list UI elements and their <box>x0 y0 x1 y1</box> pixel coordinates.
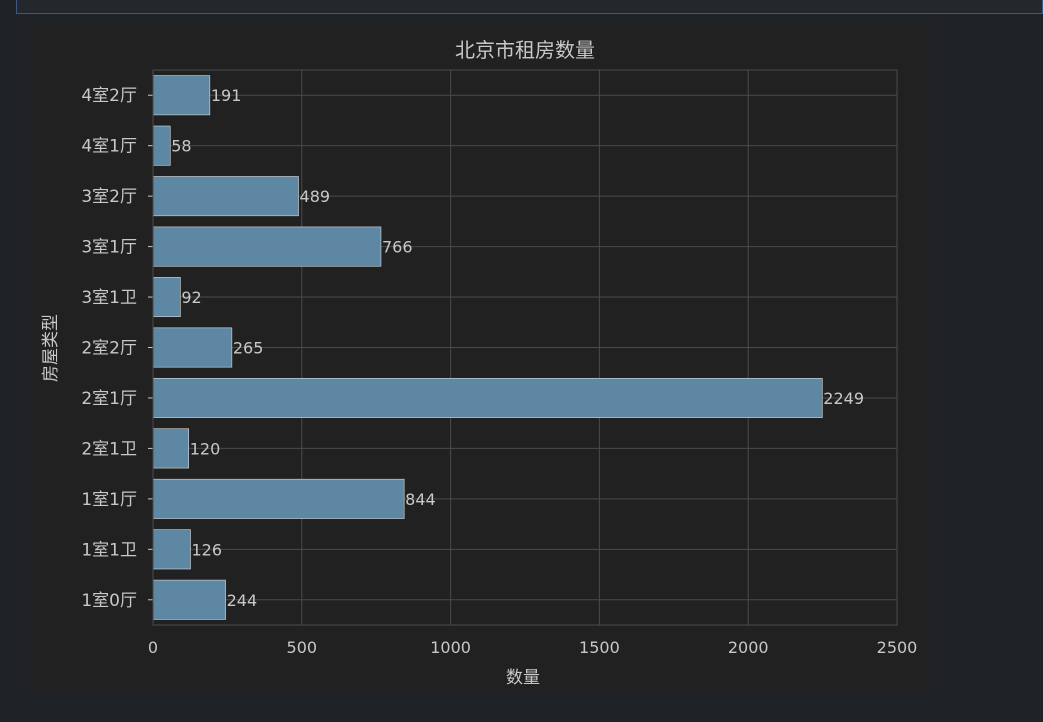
bar <box>152 176 299 217</box>
bar-value-label: 92 <box>181 288 201 307</box>
y-tick-label: 4室1厅 <box>81 137 137 157</box>
bar-labels: 244 126 844 120 2249 265 92 766 489 58 191 <box>171 86 864 610</box>
bar-chart: 244 126 844 120 2249 265 92 766 489 58 191 1室0厅 1室1… <box>41 38 917 688</box>
y-tick-label: 1室0厅 <box>81 591 137 611</box>
bar-value-label: 244 <box>227 591 258 610</box>
bar <box>152 226 382 267</box>
y-tick-labels: 1室0厅 1室1卫 1室1厅 2室1卫 2室1厅 2室2厅 3室1卫 3室1厅 3室2厅 4室1厅… <box>81 86 137 611</box>
bar-value-label: 265 <box>233 339 264 358</box>
bar-value-label: 844 <box>405 490 436 509</box>
bar <box>152 125 171 166</box>
bar <box>152 327 233 368</box>
y-tick-label: 2室1卫 <box>81 439 137 459</box>
y-tick-label: 3室1厅 <box>81 238 137 258</box>
x-tick-label: 2500 <box>877 638 918 657</box>
bar-value-label: 2249 <box>823 389 864 408</box>
bar-value-label: 58 <box>171 137 191 156</box>
bar <box>152 478 405 519</box>
bar-value-label: 766 <box>382 238 413 257</box>
x-tick-label: 1000 <box>430 638 471 657</box>
bar-value-label: 120 <box>190 439 221 458</box>
bar <box>152 428 190 469</box>
y-tick-label: 2室2厅 <box>81 339 137 359</box>
bar <box>152 529 191 570</box>
x-tick-label: 1500 <box>579 638 620 657</box>
bar <box>152 277 181 318</box>
y-tick-label: 3室2厅 <box>81 187 137 207</box>
y-tick-label: 1室1厅 <box>81 490 137 510</box>
x-tick-label: 2000 <box>728 638 769 657</box>
axes-frame <box>152 69 898 626</box>
chart-title: 北京市租房数量 <box>455 38 595 62</box>
x-axis-label: 数量 <box>506 668 540 688</box>
bar <box>152 75 211 116</box>
x-tick-label: 500 <box>287 638 318 657</box>
bar <box>152 579 226 620</box>
y-tick-label: 3室1卫 <box>81 288 137 308</box>
bar-value-label: 126 <box>191 540 222 559</box>
bar <box>152 377 823 418</box>
y-tick-label: 2室1厅 <box>81 389 137 409</box>
bars <box>152 75 823 620</box>
figure: 244 126 844 120 2249 265 92 766 489 58 191 1室0厅 1室1… <box>30 22 930 694</box>
y-axis-label: 房屋类型 <box>41 314 61 382</box>
y-tick-label: 1室1卫 <box>81 540 137 560</box>
x-tick-label: 0 <box>148 638 158 657</box>
bar-value-label: 489 <box>300 187 331 206</box>
x-tick-labels: 0 500 1000 1500 2000 2500 <box>148 638 917 657</box>
y-tick-label: 4室2厅 <box>81 86 137 106</box>
previous-cell <box>16 0 1043 14</box>
bar-value-label: 191 <box>211 86 242 105</box>
